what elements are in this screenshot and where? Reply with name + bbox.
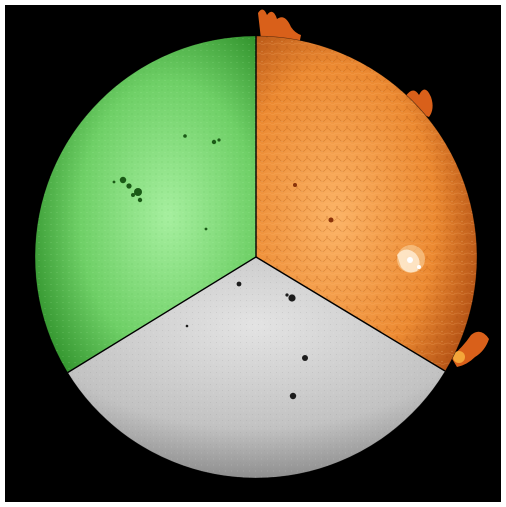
sun-composite-image xyxy=(34,9,489,479)
sunspots-green xyxy=(112,134,221,231)
solar-image-frame xyxy=(5,5,501,502)
sector-dividers xyxy=(66,36,446,374)
active-region-orange xyxy=(293,183,425,273)
sunspots-gray xyxy=(185,281,308,400)
